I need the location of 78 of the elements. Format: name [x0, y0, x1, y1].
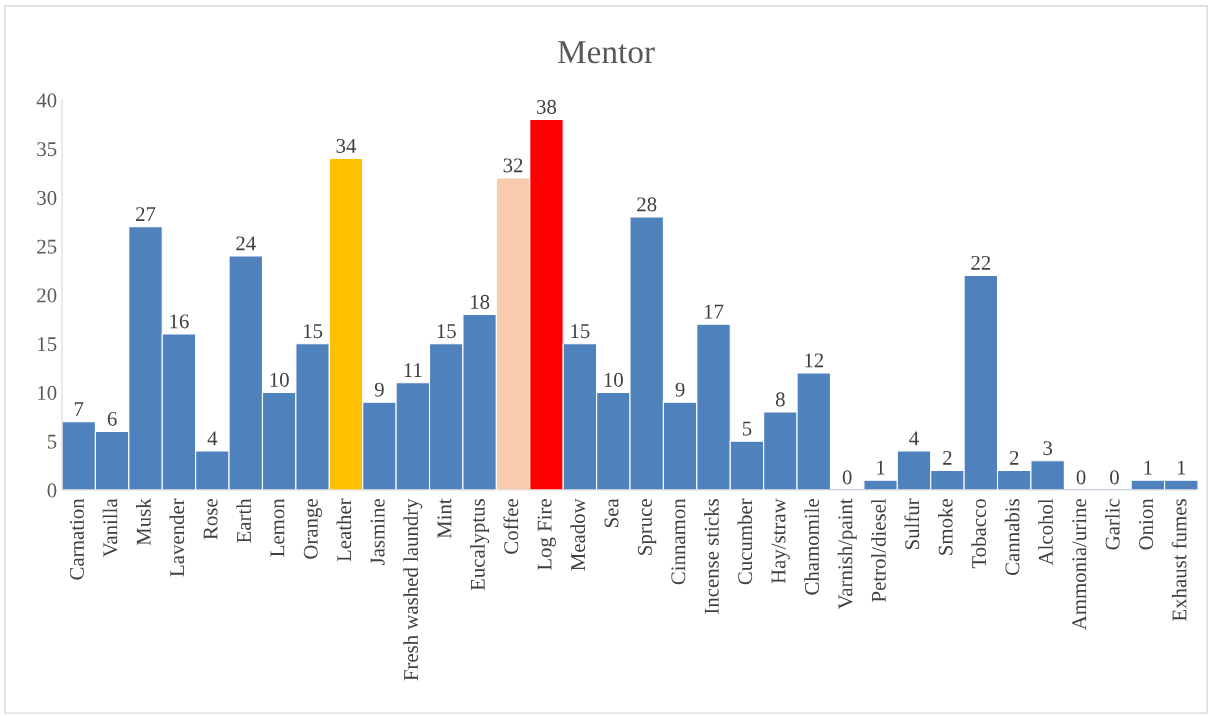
- data-label: 9: [675, 382, 685, 397]
- data-label: 10: [270, 372, 289, 387]
- x-tick-label: Coffee: [503, 499, 519, 554]
- x-tick-label: Cucumber: [737, 498, 753, 585]
- x-tick-label: Exhaust fumes: [1171, 499, 1187, 621]
- data-label: 9: [374, 382, 384, 397]
- x-tick-label: Hay/straw: [771, 498, 790, 584]
- data-label: 15: [304, 324, 323, 339]
- x-tick-label: Musk: [136, 498, 151, 546]
- data-label: 6: [107, 411, 117, 426]
- data-label: 15: [571, 324, 590, 339]
- x-tick-label: Jasmine: [370, 499, 385, 566]
- x-tick-label: Leather: [336, 498, 352, 562]
- x-tick-label: Fresh washed laundry: [403, 498, 423, 681]
- y-tick-label: 25: [37, 239, 57, 254]
- y-tick-label: 15: [38, 337, 57, 352]
- x-tick-label: Tobacco: [971, 499, 987, 569]
- x-tick-label: Cinnamon: [671, 498, 686, 585]
- data-label: 8: [775, 392, 785, 407]
- y-tick-label: 40: [36, 93, 57, 108]
- x-tick-label: Vanilla: [102, 498, 118, 558]
- data-label: 18: [471, 294, 490, 309]
- data-label: 1: [877, 460, 885, 475]
- data-label: 22: [971, 255, 991, 270]
- data-label: 27: [136, 207, 156, 221]
- x-tick-label: Orange: [303, 499, 323, 559]
- y-tick-label: 5: [47, 434, 57, 449]
- x-tick-label: Ammonia/urine: [1072, 499, 1087, 631]
- x-tick-label: Log Fire: [537, 499, 556, 571]
- y-tick-label: 0: [47, 483, 57, 498]
- x-tick-label: Petrol/diesel: [871, 498, 886, 602]
- x-tick-label: Meadow: [570, 498, 586, 571]
- y-tick-label: 35: [37, 142, 57, 157]
- x-tick-label: Mint: [437, 498, 452, 539]
- y-tick-label: 20: [37, 288, 57, 303]
- data-label: 2: [1009, 450, 1019, 465]
- x-tick-label: Sea: [604, 498, 619, 528]
- x-tick-label: Eucalyptus: [470, 499, 490, 591]
- data-label: 7: [74, 402, 84, 416]
- data-label: 34: [336, 138, 357, 153]
- x-tick-label: Onion: [1139, 498, 1154, 550]
- data-label: 0: [1110, 470, 1119, 485]
- x-tick-label: Lemon: [270, 498, 285, 557]
- x-tick-label: Carnation: [69, 498, 84, 580]
- x-tick-label: Varnish/paint: [837, 498, 857, 610]
- data-label: 2: [943, 450, 952, 465]
- x-tick-label: Chamomile: [804, 499, 819, 595]
- data-label: 1: [1177, 460, 1186, 475]
- data-label: 1: [1144, 460, 1152, 475]
- x-tick-label: Lavender: [169, 498, 185, 577]
- data-label: 32: [503, 158, 523, 173]
- x-tick-label: Sulfur: [904, 498, 920, 550]
- data-label: 16: [170, 314, 189, 329]
- data-label: 5: [742, 421, 752, 436]
- y-tick-label: 10: [38, 385, 57, 400]
- x-tick-label: Smoke: [937, 499, 953, 555]
- x-tick-label: Incense sticks: [704, 499, 719, 614]
- x-tick-label: Alcohol: [1038, 498, 1053, 566]
- x-tick-label: Garlic: [1105, 498, 1120, 550]
- data-label: 0: [842, 470, 852, 485]
- x-tick-label: Earth: [236, 498, 251, 543]
- data-label: 24: [236, 236, 256, 251]
- chart-title: Mentor: [557, 41, 655, 64]
- data-label: 28: [637, 197, 657, 212]
- x-tick-label: Rose: [203, 499, 218, 540]
- data-label: 4: [207, 431, 218, 446]
- y-tick-label: 30: [37, 190, 57, 205]
- data-label: 3: [1043, 441, 1053, 456]
- data-label: 0: [1076, 470, 1086, 485]
- data-label: 4: [909, 431, 919, 446]
- x-tick-label: Spruce: [637, 499, 657, 555]
- data-label: 10: [604, 372, 623, 387]
- data-label: 17: [704, 304, 724, 319]
- data-label: 15: [437, 324, 456, 339]
- data-label: 12: [805, 353, 824, 368]
- data-label: 38: [537, 99, 557, 114]
- x-tick-label: Cannabis: [1004, 499, 1020, 576]
- data-label: 11: [404, 363, 422, 377]
